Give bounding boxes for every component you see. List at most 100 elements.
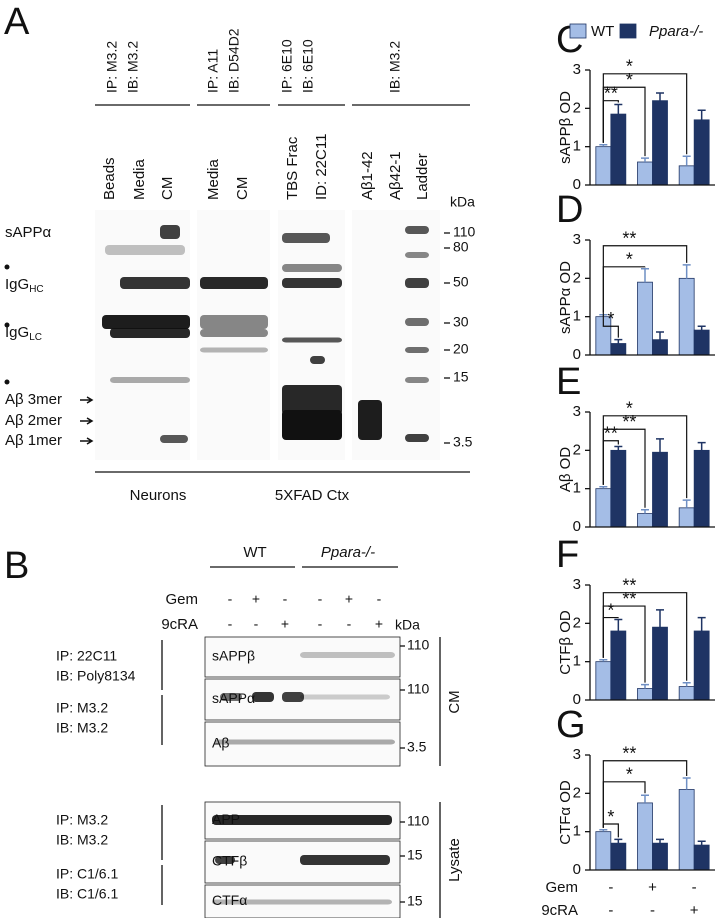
bar	[610, 113, 627, 186]
blot-band	[405, 347, 429, 353]
blot-band	[282, 692, 304, 702]
blot-band	[200, 347, 268, 353]
kda-label: kDa	[450, 194, 475, 210]
marker-label: 110	[407, 681, 430, 697]
treatment-sign: -	[228, 616, 233, 632]
marker-label: 110	[453, 224, 476, 240]
x-row-name: Gem	[545, 879, 578, 896]
panel-letter: G	[556, 704, 586, 746]
treatment-name: 9cRA	[161, 616, 198, 633]
error-bar	[641, 509, 649, 514]
y-axis-label: CTFα OD	[557, 780, 574, 845]
error-bar	[697, 109, 706, 120]
band-name: IgG	[5, 324, 29, 341]
error-bar	[682, 499, 691, 508]
dot	[4, 379, 10, 385]
blot-band	[300, 694, 390, 700]
blot-band	[405, 278, 429, 288]
blot-band	[102, 315, 190, 329]
arrow	[80, 417, 94, 425]
bar	[637, 513, 653, 528]
error-bar	[641, 157, 649, 162]
error-bar	[656, 438, 664, 453]
marker-label: 15	[453, 369, 469, 385]
bar	[678, 277, 695, 356]
error-bar	[682, 682, 691, 687]
group-header: IB: 6E10	[300, 39, 316, 93]
blot-band	[310, 356, 325, 364]
fraction-label: Lysate	[446, 838, 463, 882]
treatment-sign: -	[254, 616, 259, 632]
band-label: IgGHC	[5, 276, 44, 295]
treatment-sign: -	[228, 591, 233, 607]
fraction-label: CM	[446, 690, 463, 713]
y-tick-label: 2	[573, 269, 581, 286]
blot-band	[282, 410, 342, 440]
blot-band	[160, 435, 188, 443]
marker-label: 110	[407, 637, 430, 653]
blot-band	[358, 400, 382, 440]
lane-label: Media	[131, 158, 148, 200]
y-tick-label: 2	[573, 441, 581, 458]
error-bar	[599, 486, 608, 489]
significance-bracket	[602, 592, 688, 681]
blot	[204, 721, 401, 767]
error-bar	[682, 777, 691, 790]
error-bar	[614, 338, 623, 344]
lane-label: ID: 22C11	[313, 134, 330, 200]
treatment-sign: +	[345, 591, 353, 607]
bar	[610, 343, 627, 356]
blot-row-label: Aβ	[212, 735, 229, 751]
y-tick-label: 0	[573, 346, 581, 363]
blot-band	[300, 855, 390, 865]
x-tick-label: +	[648, 879, 657, 896]
treatment-name: Gem	[165, 591, 198, 608]
x-tick-label: +	[690, 902, 699, 918]
error-bar	[614, 838, 623, 844]
significance-label: *	[626, 57, 633, 77]
group-header: IP: 6E10	[279, 39, 295, 93]
band-name: IgG	[5, 276, 29, 293]
bar	[610, 630, 627, 701]
legend-swatch	[569, 23, 587, 39]
significance-label: **	[622, 575, 636, 595]
blot-row-label: sAPPβ	[212, 648, 255, 664]
marker-label: 15	[407, 893, 423, 909]
marker-label: 3.5	[453, 434, 473, 450]
bar	[637, 688, 653, 701]
y-axis-label: sAPPβ OD	[557, 91, 574, 164]
arrow	[80, 396, 94, 404]
y-tick-label: 3	[573, 576, 581, 593]
kda-label: kDa	[395, 617, 420, 633]
significance-label: *	[626, 765, 633, 785]
lane-label: TBS Frac	[284, 136, 301, 200]
significance-label: **	[622, 744, 636, 764]
bar	[678, 507, 695, 528]
bar	[693, 449, 710, 528]
blot-band	[110, 328, 190, 338]
group-header: IP: A11	[205, 49, 221, 93]
bar	[595, 488, 612, 528]
treatment-sign: -	[377, 591, 382, 607]
lane-label: CM	[159, 177, 176, 200]
antibody-label: IB: C1/6.1	[56, 886, 118, 902]
dot	[4, 264, 10, 270]
bar	[637, 161, 653, 186]
blot-band	[220, 693, 242, 701]
error-bar	[599, 659, 608, 662]
blot-band	[160, 225, 180, 239]
y-tick-label: 3	[573, 746, 581, 763]
marker-label: 15	[407, 847, 423, 863]
blot	[204, 636, 401, 678]
error-bar	[614, 445, 623, 451]
lane-label: Media	[205, 158, 222, 200]
marker-label: 110	[407, 813, 430, 829]
blot-band	[200, 277, 268, 289]
y-tick-label: 1	[573, 308, 581, 325]
bar	[595, 831, 612, 871]
marker-label: 20	[453, 341, 469, 357]
bar	[693, 630, 710, 701]
y-tick-label: 2	[573, 99, 581, 116]
marker-label: 3.5	[407, 739, 427, 755]
